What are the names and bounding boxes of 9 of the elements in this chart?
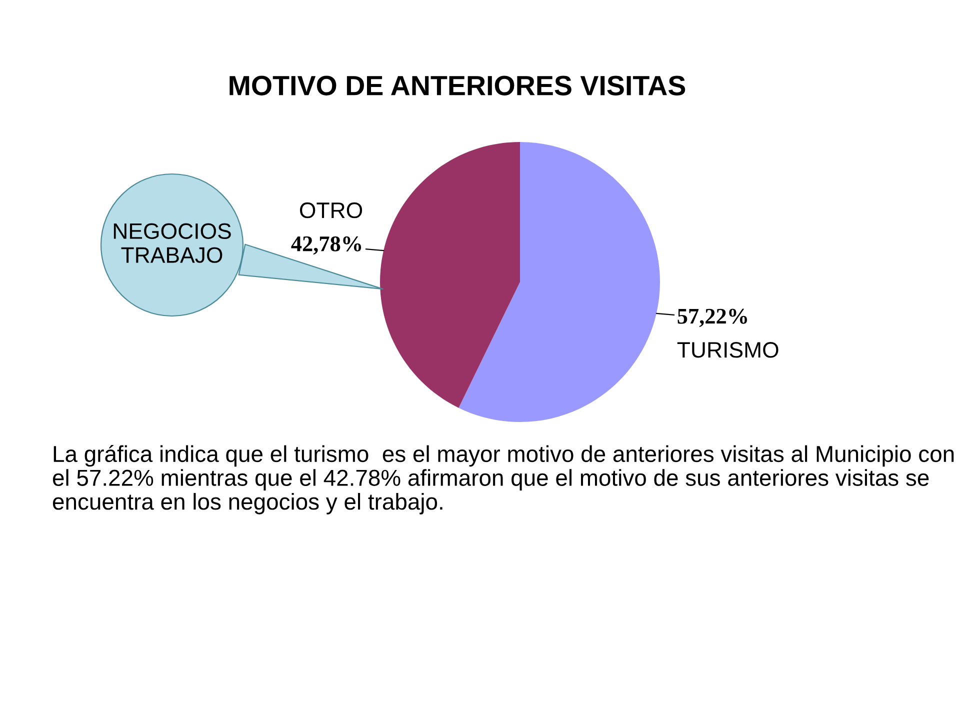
data-label: 42,78% [291,236,362,255]
slice-label: TURISMO [677,342,778,358]
text: NEGOCIOS TRABAJO [114,223,231,263]
pie-slice [458,142,660,422]
pie-slice [380,142,520,408]
chart-title: MOTIVO DE ANTERIORES VISITAS [230,76,686,96]
data-label: 57,22% [678,308,748,327]
text: La gráfica indica que el turismo es el mayor motivo de anteriores visitas al Municipio con el 57.22% mientras que el 42.78% afirmaron que el motivo de sus anteriores visitas se encuentra en los negocios y el trabajo. [52,445,954,514]
slice-label: OTRO [300,202,362,218]
